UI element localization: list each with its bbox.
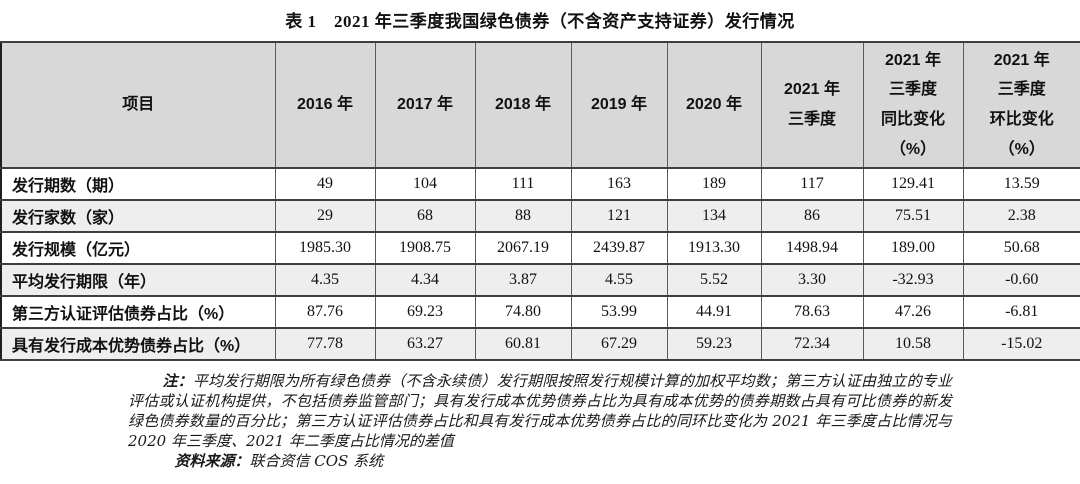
row-label: 发行期数（期）: [0, 167, 276, 201]
table-cell: 72.34: [760, 327, 864, 361]
row-label: 发行规模（亿元）: [0, 231, 276, 265]
table-row-issue-count: 发行期数（期） 49 104 111 163 189 117 129.41 13…: [0, 167, 1080, 201]
table-cell: 78.63: [760, 295, 864, 329]
table-cell: 68: [374, 199, 476, 233]
table-row-avg-tenor: 平均发行期限（年） 4.35 4.34 3.87 4.55 5.52 3.30 …: [0, 263, 1080, 297]
table-cell: -0.60: [962, 263, 1080, 297]
row-label: 发行家数（家）: [0, 199, 276, 233]
table-cell: 4.55: [570, 263, 668, 297]
table-row-third-party-certified: 第三方认证评估债券占比（%） 87.76 69.23 74.80 53.99 4…: [0, 295, 1080, 329]
table-cell: 87.76: [274, 295, 376, 329]
table-cell: 121: [570, 199, 668, 233]
row-label: 第三方认证评估债券占比（%）: [0, 295, 276, 329]
table-cell: 10.58: [862, 327, 964, 361]
source-label: 资料来源：: [174, 452, 250, 470]
table-cell: 4.34: [374, 263, 476, 297]
table-cell: 60.81: [474, 327, 572, 361]
table-cell: 134: [666, 199, 762, 233]
table-cell: 13.59: [962, 167, 1080, 201]
table-cell: 5.52: [666, 263, 762, 297]
table-cell: 1913.30: [666, 231, 762, 265]
table-cell: -15.02: [962, 327, 1080, 361]
table-cell: 2067.19: [474, 231, 572, 265]
table-row-issuer-count: 发行家数（家） 29 68 88 121 134 86 75.51 2.38: [0, 199, 1080, 233]
column-header-item: 项目: [0, 41, 276, 169]
column-header-2020: 2020 年: [666, 41, 762, 169]
note-text: 平均发行期限为所有绿色债券（不含永续债）发行期限按照发行规模计算的加权平均数；第…: [128, 372, 952, 450]
table-cell: 3.30: [760, 263, 864, 297]
column-header-qoq-change: 2021 年 三季度 环比变化 （%）: [962, 41, 1080, 169]
table-cell: 63.27: [374, 327, 476, 361]
table-row-issue-scale: 发行规模（亿元） 1985.30 1908.75 2067.19 2439.87…: [0, 231, 1080, 265]
column-header-yoy-change: 2021 年 三季度 同比变化 （%）: [862, 41, 964, 169]
table-cell: 189.00: [862, 231, 964, 265]
table-cell: 86: [760, 199, 864, 233]
table-cell: 29: [274, 199, 376, 233]
table-body: 发行期数（期） 49 104 111 163 189 117 129.41 13…: [0, 167, 1080, 361]
column-header-2021q3: 2021 年 三季度: [760, 41, 864, 169]
table-cell: 4.35: [274, 263, 376, 297]
column-header-2017: 2017 年: [374, 41, 476, 169]
header-row: 项目 2016 年 2017 年 2018 年 2019 年 2020 年 20…: [0, 41, 1080, 169]
table-cell: 47.26: [862, 295, 964, 329]
table-cell: 2.38: [962, 199, 1080, 233]
table-cell: 59.23: [666, 327, 762, 361]
table-cell: 104: [374, 167, 476, 201]
table-cell: 1498.94: [760, 231, 864, 265]
table-cell: 129.41: [862, 167, 964, 201]
table-cell: 2439.87: [570, 231, 668, 265]
column-header-2019: 2019 年: [570, 41, 668, 169]
row-label: 平均发行期限（年）: [0, 263, 276, 297]
table-cell: 3.87: [474, 263, 572, 297]
table-cell: 53.99: [570, 295, 668, 329]
table-cell: 67.29: [570, 327, 668, 361]
table-cell: 69.23: [374, 295, 476, 329]
table-cell: 50.68: [962, 231, 1080, 265]
column-header-2018: 2018 年: [474, 41, 572, 169]
table-cell: 88: [474, 199, 572, 233]
table-cell: 189: [666, 167, 762, 201]
table-cell: -6.81: [962, 295, 1080, 329]
table-header: 项目 2016 年 2017 年 2018 年 2019 年 2020 年 20…: [0, 41, 1080, 169]
table-cell: 77.78: [274, 327, 376, 361]
column-header-2016: 2016 年: [274, 41, 376, 169]
table-cell: 74.80: [474, 295, 572, 329]
note-label: 注：: [162, 372, 193, 390]
table-cell: 49: [274, 167, 376, 201]
table-cell: 117: [760, 167, 864, 201]
table-footnotes: 注：平均发行期限为所有绿色债券（不含永续债）发行期限按照发行规模计算的加权平均数…: [128, 371, 952, 471]
note-paragraph: 注：平均发行期限为所有绿色债券（不含永续债）发行期限按照发行规模计算的加权平均数…: [128, 371, 952, 451]
row-label: 具有发行成本优势债券占比（%）: [0, 327, 276, 361]
green-bond-issuance-table: 项目 2016 年 2017 年 2018 年 2019 年 2020 年 20…: [0, 41, 1080, 361]
table-title: 表 1 2021 年三季度我国绿色债券（不含资产支持证券）发行情况: [285, 12, 795, 31]
table-cell: 1985.30: [274, 231, 376, 265]
source-paragraph: 资料来源：联合资信 COS 系统: [128, 451, 952, 471]
table-cell: -32.93: [862, 263, 964, 297]
table-row-cost-advantage: 具有发行成本优势债券占比（%） 77.78 63.27 60.81 67.29 …: [0, 327, 1080, 361]
table-cell: 1908.75: [374, 231, 476, 265]
source-text: 联合资信 COS 系统: [249, 452, 384, 470]
table-cell: 75.51: [862, 199, 964, 233]
table-cell: 163: [570, 167, 668, 201]
table-cell: 44.91: [666, 295, 762, 329]
table-cell: 111: [474, 167, 572, 201]
